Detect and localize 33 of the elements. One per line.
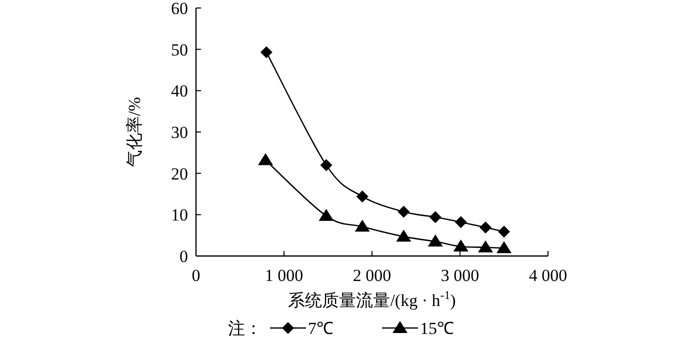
point (396, 230, 412, 242)
y-tick-label: 20 (171, 164, 188, 184)
point (258, 153, 274, 166)
y-tick-label: 50 (171, 40, 188, 60)
y-axis-title: 气化率/% (125, 97, 144, 167)
point (498, 226, 510, 238)
point (429, 211, 442, 224)
x-tick-label: 1 000 (264, 266, 304, 285)
y-tick-label: 40 (171, 82, 188, 101)
y-tick-label: 60 (171, 0, 188, 18)
point (356, 190, 368, 202)
x-tick-label: 0 (192, 266, 200, 285)
point (480, 221, 492, 234)
point (453, 239, 468, 252)
y-tick-label: 30 (171, 123, 188, 142)
point (454, 216, 467, 228)
point (478, 240, 494, 252)
y-tick-label: 10 (171, 206, 188, 225)
legend-label: 15℃ (420, 319, 454, 338)
x-axis-title: 系统质量流量/(kg · h$^{-1}$) (288, 288, 456, 310)
point (260, 46, 272, 58)
legend-label: 7℃ (308, 319, 334, 338)
x-tick-label: 3 000 (440, 266, 480, 285)
x-tick-label: 4 000 (528, 266, 568, 285)
x-tick-label: 2 000 (352, 266, 392, 285)
point (428, 234, 443, 247)
point (398, 206, 410, 218)
point (496, 241, 512, 254)
y-tick-label: 0 (180, 247, 188, 266)
point (354, 220, 370, 232)
point (320, 159, 332, 172)
legend-title: 注： (228, 319, 262, 338)
point (318, 208, 334, 221)
